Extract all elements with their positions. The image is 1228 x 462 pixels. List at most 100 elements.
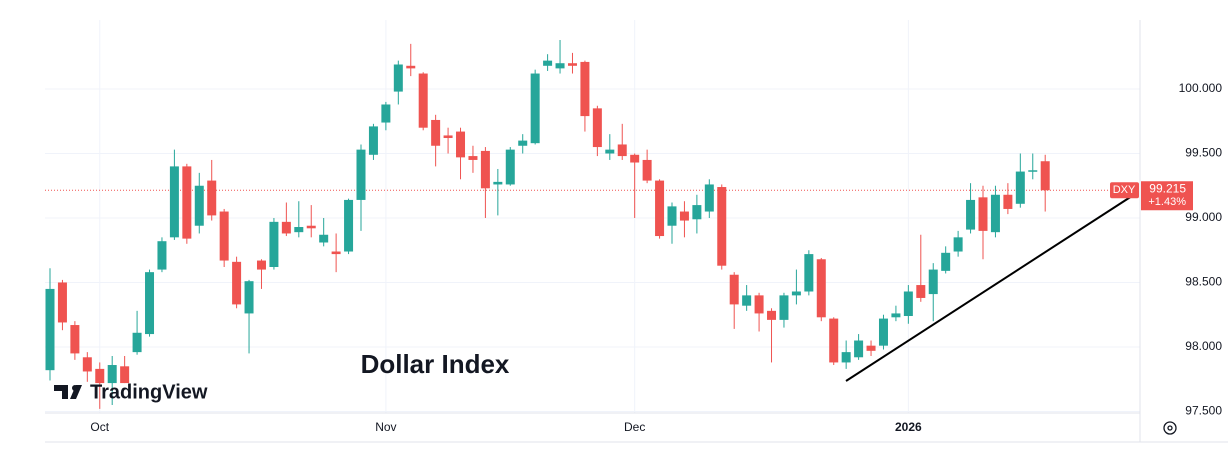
brand-logo: TradingView [54, 381, 208, 403]
candle-body [916, 285, 926, 298]
candle-body [779, 295, 789, 320]
candle-body [281, 221, 291, 234]
candle-body [605, 149, 615, 154]
candle-body [107, 365, 117, 384]
annotation: Dollar Index [361, 349, 510, 379]
candle-body [642, 159, 652, 181]
settings-icon[interactable] [1163, 421, 1177, 435]
candle-body [57, 282, 67, 323]
candle-body [505, 149, 515, 185]
candle-body [219, 211, 229, 261]
candle-body [1015, 171, 1025, 204]
y-tick-label: 99.000 [1185, 210, 1222, 224]
settings-ring[interactable] [1163, 421, 1177, 435]
candle-body [592, 108, 602, 148]
candle-body [70, 325, 80, 354]
candle-body [630, 154, 640, 163]
candle-body [169, 166, 179, 238]
candle-body [294, 227, 304, 233]
candle-body [854, 340, 864, 358]
x-tick-label: Oct [90, 420, 109, 434]
candle-body [878, 318, 888, 346]
candle-body [891, 313, 901, 318]
candle-body [381, 104, 391, 123]
candle-body [1003, 194, 1013, 209]
candle-body [829, 318, 839, 363]
y-tick-label: 98.000 [1185, 339, 1222, 353]
candle-body [443, 135, 453, 139]
candle-body [194, 185, 204, 226]
candle-body [717, 187, 727, 266]
x-tick-label: Dec [624, 420, 645, 434]
candle-body [120, 366, 130, 384]
candle-body [742, 295, 752, 306]
candle-body [182, 166, 192, 239]
candle-body [331, 251, 341, 255]
x-tick-label: Nov [375, 420, 396, 434]
candle-body [480, 150, 490, 189]
candle-body [269, 221, 279, 267]
candle-body [567, 63, 577, 66]
candle-body [655, 180, 665, 237]
candle-body [667, 206, 677, 226]
candle-body [543, 60, 553, 66]
x-tick-label: 2026 [895, 420, 922, 434]
candle-body [493, 181, 503, 185]
candle-body [754, 295, 764, 314]
candle-body [791, 291, 801, 296]
candle-body [95, 368, 105, 384]
settings-core[interactable] [1167, 425, 1173, 431]
candle-body [45, 288, 55, 371]
candle-body [431, 119, 441, 146]
candle-body [356, 149, 366, 200]
change-label: +1.43% [1148, 196, 1186, 208]
candle-body [978, 197, 988, 231]
candle-body [82, 357, 92, 372]
candle-body [580, 61, 590, 117]
y-tick-label: 97.500 [1185, 404, 1222, 418]
candle-body [344, 199, 354, 252]
candle-body [1028, 170, 1038, 172]
candle-body [692, 205, 702, 220]
candles [45, 39, 1050, 409]
y-tick-label: 100.000 [1179, 81, 1223, 95]
candle-body [406, 65, 416, 69]
logo-dot [72, 385, 78, 391]
candle-body [256, 260, 266, 270]
candle-body [966, 199, 976, 230]
candle-body [468, 156, 478, 160]
candle-body [816, 259, 826, 318]
trend-line [845, 195, 1133, 382]
candle-body [306, 225, 316, 229]
candle-body [555, 63, 565, 69]
candle-body [368, 126, 378, 155]
y-tick-label: 99.500 [1185, 146, 1222, 160]
candle-body [729, 274, 739, 305]
candle-body [518, 140, 528, 146]
candle-body [767, 310, 777, 320]
candle-body [530, 73, 540, 144]
candle-body [953, 237, 963, 252]
candle-body [418, 73, 428, 128]
candle-body [132, 332, 142, 353]
candle-body [232, 261, 242, 305]
symbol-badge [1110, 182, 1139, 199]
candle-body [804, 254, 814, 292]
candle-body [928, 269, 938, 295]
candle-body [319, 234, 329, 243]
candle-body [617, 144, 627, 157]
y-tick-label: 98.500 [1185, 275, 1222, 289]
grid [45, 20, 1140, 413]
candle-body [941, 252, 951, 271]
candle-body [244, 281, 254, 314]
last-price-label: 99.215 [1149, 181, 1186, 195]
candle-body [990, 194, 1000, 233]
candle-body [456, 131, 466, 158]
candle-body [841, 352, 851, 363]
candle-body [704, 184, 714, 212]
candle-body [145, 272, 155, 335]
candle-body [903, 291, 913, 317]
candle-body [866, 345, 876, 351]
candle-body [1040, 161, 1050, 191]
